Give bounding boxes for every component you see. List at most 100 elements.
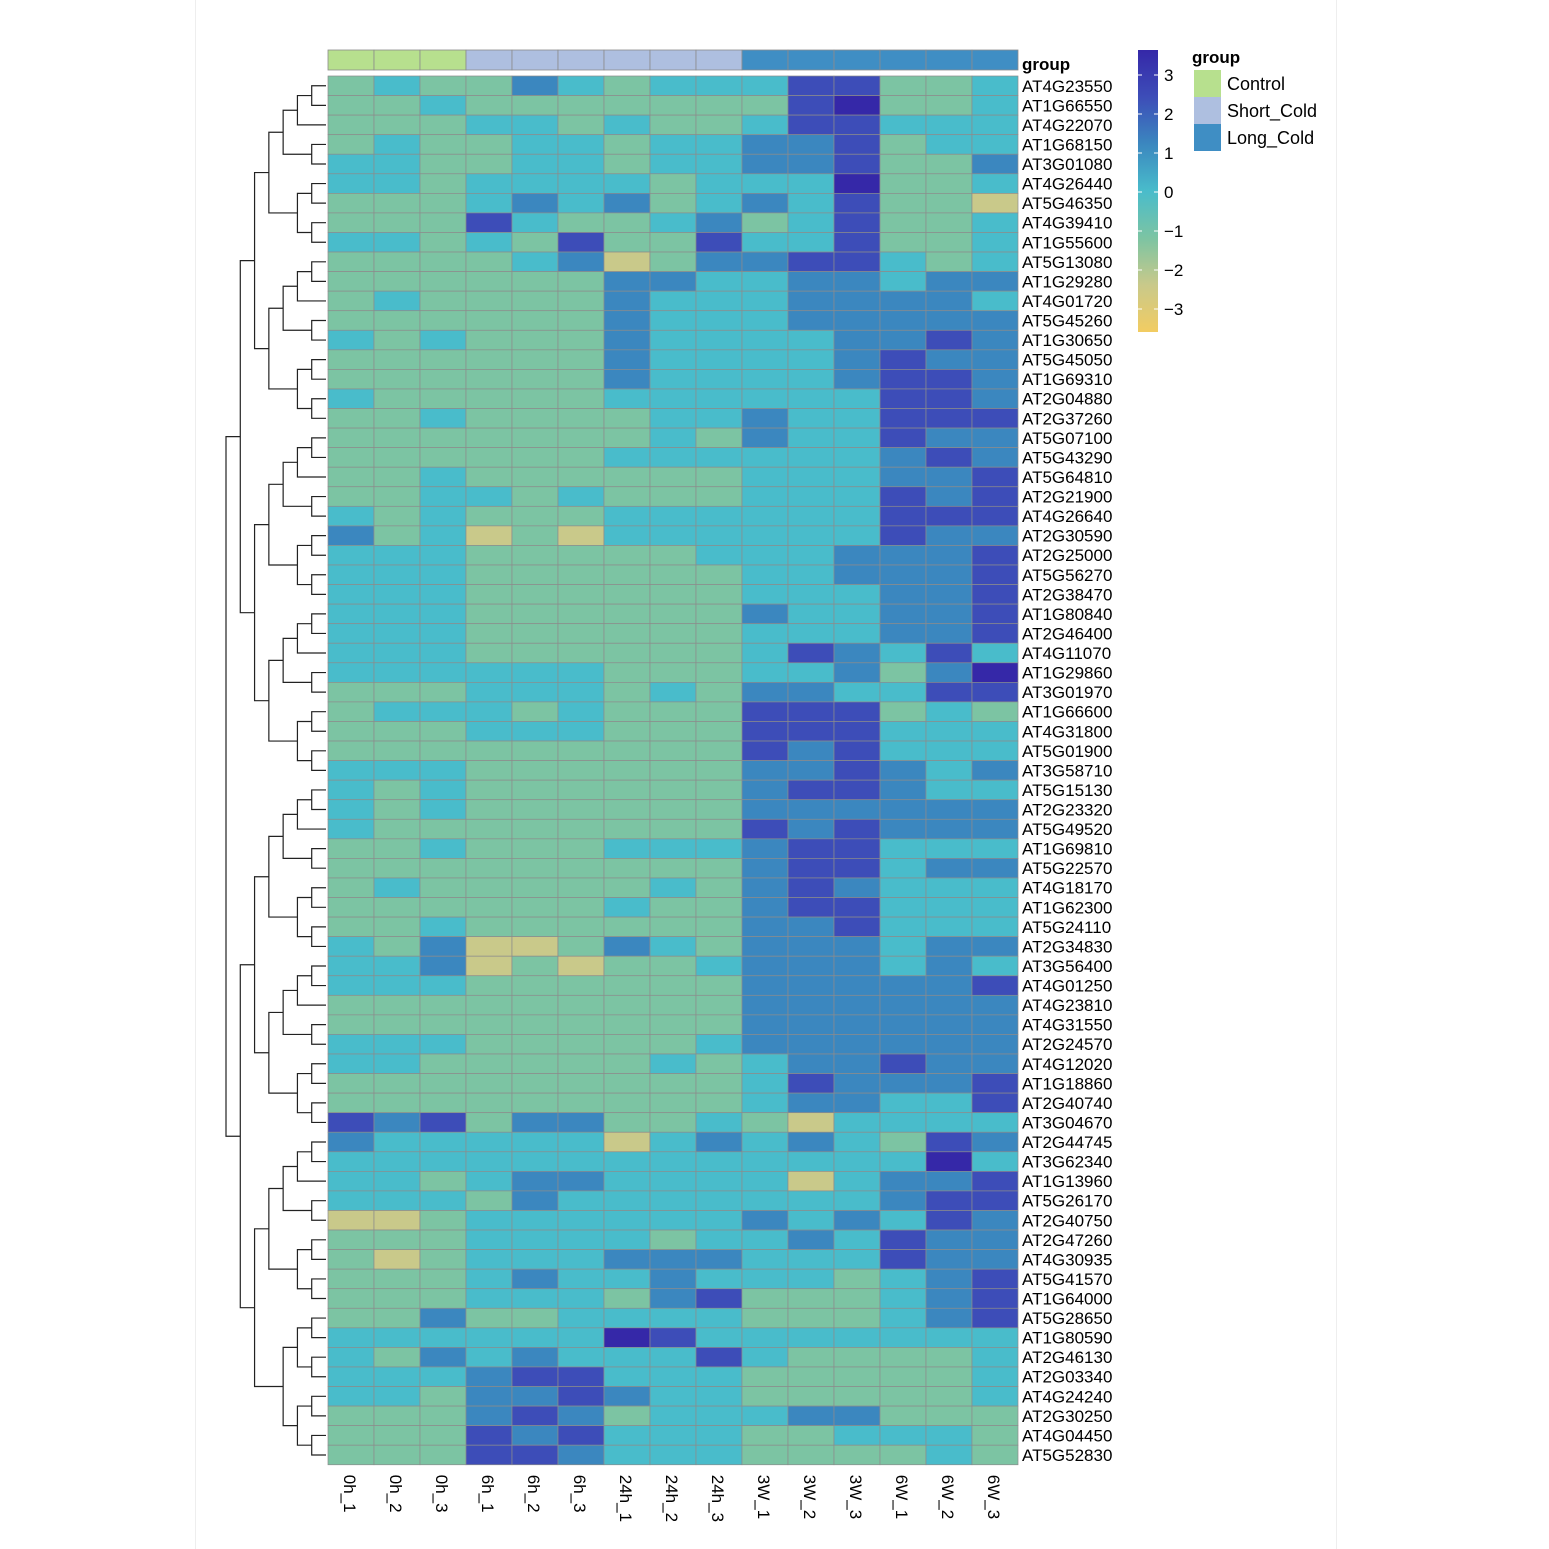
heatmap-cell — [557, 955, 605, 977]
heatmap-cell — [373, 212, 421, 233]
heatmap-cell — [327, 75, 375, 96]
heatmap-cell — [603, 1053, 651, 1074]
dendrogram-branch — [282, 109, 312, 155]
heatmap-cell — [695, 1327, 743, 1348]
heatmap-cell — [511, 1327, 559, 1348]
heatmap-cell — [511, 1034, 559, 1055]
row-labels: AT4G23550AT1G66550AT4G22070AT1G68150AT3G… — [1022, 77, 1112, 1465]
heatmap-cell — [327, 1210, 375, 1231]
heatmap-cell — [649, 1210, 697, 1231]
heatmap-cell — [511, 212, 559, 233]
heatmap-cell — [419, 1405, 467, 1426]
heatmap-cell — [373, 1425, 421, 1446]
heatmap-cell — [879, 1229, 927, 1250]
heatmap-cell — [879, 877, 927, 898]
heatmap-cell — [327, 897, 375, 918]
heatmap-cell — [879, 975, 927, 996]
heatmap-cell — [649, 251, 697, 272]
heatmap-cell — [511, 271, 559, 292]
row-label: AT2G34830 — [1022, 937, 1112, 956]
heatmap-cell — [465, 153, 513, 175]
heatmap-cell — [787, 447, 835, 468]
heatmap-cell — [465, 603, 513, 625]
heatmap-cell — [971, 564, 1019, 585]
heatmap-cell — [603, 349, 651, 370]
row-label: AT4G04450 — [1022, 1426, 1112, 1445]
heatmap-cell — [879, 153, 927, 175]
heatmap-cell — [373, 95, 421, 116]
heatmap-cell — [557, 1405, 605, 1426]
heatmap-cell — [833, 447, 881, 468]
heatmap-cell — [971, 721, 1019, 742]
heatmap-cell — [879, 447, 927, 468]
heatmap-cell — [511, 916, 559, 937]
heatmap-cell — [741, 1268, 789, 1290]
row-label: AT4G24240 — [1022, 1387, 1112, 1406]
heatmap-cell — [971, 1386, 1019, 1407]
heatmap-cell — [327, 95, 375, 116]
heatmap-cell — [925, 994, 973, 1016]
dendrogram-branch — [311, 1102, 326, 1124]
heatmap-cell — [465, 760, 513, 781]
heatmap-cell — [695, 447, 743, 468]
heatmap-cell — [695, 505, 743, 527]
heatmap-cell — [741, 212, 789, 233]
heatmap-cell — [373, 858, 421, 879]
heatmap-cell — [511, 1347, 559, 1368]
heatmap-cell — [419, 1386, 467, 1407]
heatmap-cell — [511, 760, 559, 781]
heatmap-cell — [373, 1249, 421, 1270]
heatmap-cell — [649, 1229, 697, 1250]
dendrogram-branch — [268, 307, 298, 390]
heatmap-cell — [511, 740, 559, 761]
heatmap-cell — [603, 290, 651, 312]
heatmap-cell — [511, 975, 559, 996]
heatmap-cell — [649, 1249, 697, 1270]
row-label: AT1G69810 — [1022, 840, 1112, 859]
heatmap-cell — [741, 858, 789, 879]
heatmap-cell — [419, 877, 467, 898]
heatmap-cell — [695, 232, 743, 253]
heatmap-cell — [557, 388, 605, 409]
heatmap-cell — [879, 936, 927, 957]
row-label: AT1G62300 — [1022, 898, 1112, 917]
heatmap-cell — [511, 193, 559, 214]
heatmap-cell — [557, 623, 605, 644]
heatmap-cell — [327, 310, 375, 331]
heatmap-cell — [695, 740, 743, 761]
heatmap-cell — [327, 466, 375, 488]
heatmap-cell — [603, 936, 651, 957]
heatmap-cell — [833, 153, 881, 175]
heatmap-cell — [511, 564, 559, 585]
heatmap-cell — [879, 799, 927, 820]
heatmap-cell — [925, 310, 973, 331]
heatmap-cell — [327, 682, 375, 703]
heatmap-cell — [879, 232, 927, 253]
heatmap-cell — [741, 682, 789, 703]
heatmap-cell — [695, 897, 743, 918]
heatmap-cell — [741, 466, 789, 488]
heatmap-cell — [465, 1171, 513, 1192]
heatmap-cell — [511, 1190, 559, 1211]
heatmap-cell — [419, 447, 467, 468]
row-label: AT2G46400 — [1022, 624, 1112, 643]
heatmap-cell — [833, 1249, 881, 1270]
heatmap-cell — [879, 545, 927, 566]
heatmap-cell — [603, 955, 651, 977]
heatmap-cell — [511, 1386, 559, 1407]
group-annotation-cell — [925, 49, 973, 71]
heatmap-cell — [833, 1053, 881, 1074]
heatmap-cell — [971, 349, 1019, 370]
column-label: 6h_1 — [478, 1475, 497, 1513]
heatmap-cell — [327, 955, 375, 977]
heatmap-cell — [373, 897, 421, 918]
heatmap-cell — [925, 212, 973, 233]
heatmap-cell — [603, 1190, 651, 1211]
heatmap-cell — [649, 1307, 697, 1329]
heatmap-cell — [741, 623, 789, 644]
dendrogram-branch — [268, 131, 298, 214]
row-label: AT3G56400 — [1022, 957, 1112, 976]
heatmap-cell — [649, 760, 697, 781]
row-label: AT2G44745 — [1022, 1133, 1112, 1152]
heatmap-cell — [695, 779, 743, 801]
